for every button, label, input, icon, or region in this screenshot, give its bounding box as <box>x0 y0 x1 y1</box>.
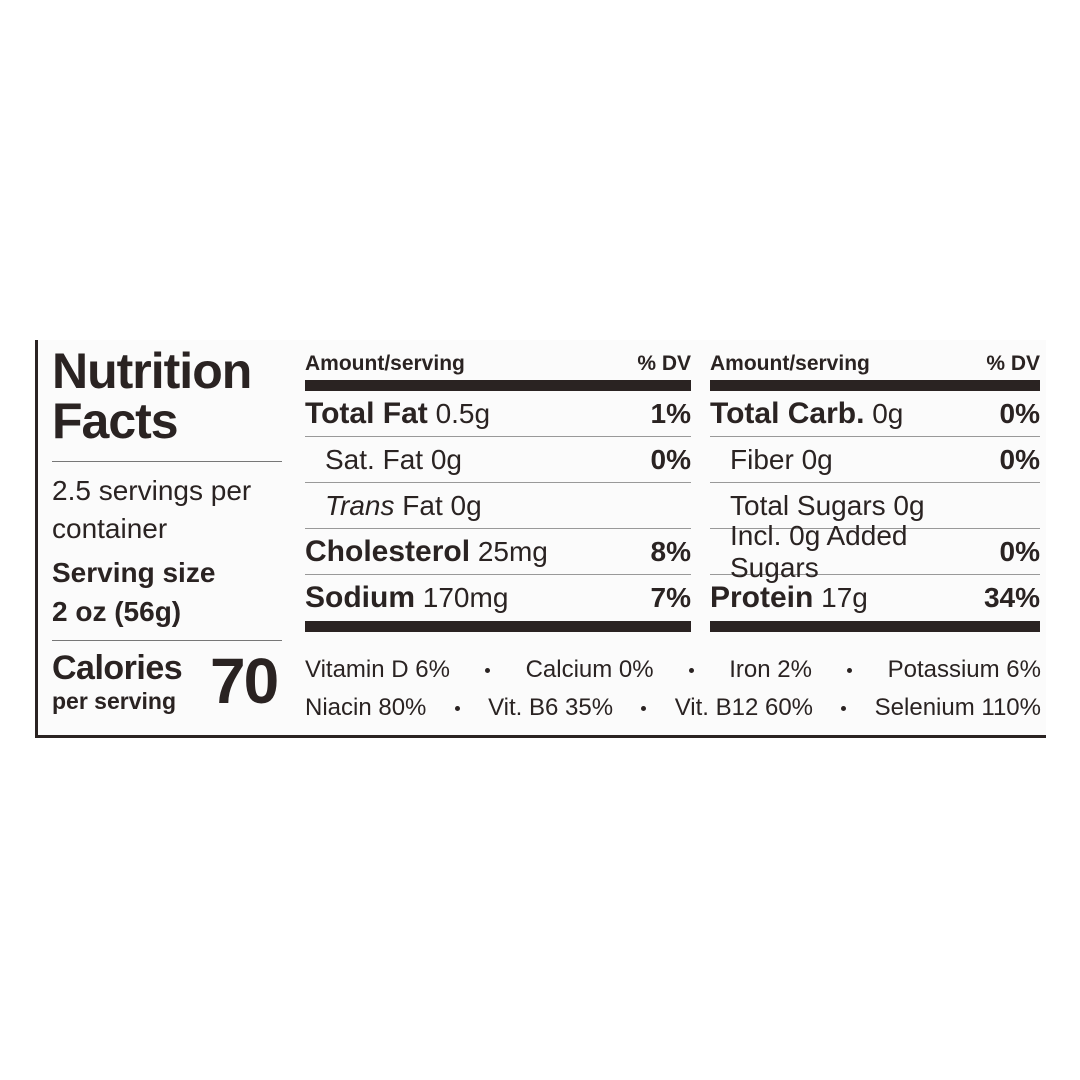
nutrient-dv: 0% <box>999 397 1040 429</box>
separator-dot <box>688 667 694 673</box>
nutrient-row: Sodium 170mg 7% <box>305 575 691 621</box>
nutrient-name: Total Sugars <box>730 489 886 521</box>
header-dv: % DV <box>637 352 691 375</box>
calories-value: 70 <box>210 645 279 717</box>
serving-size: 2 oz (56g) <box>52 596 182 627</box>
nutrient-amount: 0g <box>450 489 482 521</box>
nutrient: Sodium 170mg <box>305 581 508 615</box>
vitamin-line: Niacin 80% Vit. B6 35% Vit. B12 60% Seleniu… <box>305 694 1041 722</box>
separator-dot <box>641 705 647 711</box>
serving-size-label: Serving size <box>52 557 216 588</box>
nutrient-name: Protein <box>710 581 814 614</box>
thick-bar <box>305 380 691 391</box>
rows: Total Carb. 0g 0% Fiber 0g 0% Total Sugars 0… <box>710 391 1040 621</box>
nutrient-amount: 0g <box>872 397 904 429</box>
nutrient-row: Trans Fat 0g <box>305 483 691 529</box>
nutrient: Total Carb. 0g <box>710 397 903 431</box>
vitamin: Vitamin D 6% <box>305 656 450 683</box>
calories-label: Calories <box>52 649 183 687</box>
nutrient: Total Fat 0.5g <box>305 397 490 431</box>
nutrient-dv: 7% <box>650 582 691 613</box>
nutrient-row: Total Carb. 0g 0% <box>710 391 1040 437</box>
rows: Total Fat 0.5g 1% Sat. Fat 0g 0% Trans Fat 0… <box>305 391 691 621</box>
nutrient: Fiber 0g <box>730 444 833 476</box>
column-header: Amount/serving % DV <box>710 348 1040 380</box>
nutrient-dv: 34% <box>983 582 1040 613</box>
vitamin: Vit. B12 60% <box>674 694 814 721</box>
servings: 2.5 servings per container <box>52 475 252 544</box>
nutrient-dv: 8% <box>650 535 691 567</box>
nutrient: Cholesterol 25mg <box>305 535 548 569</box>
nutrient-row: Sat. Fat 0g 0% <box>305 437 691 483</box>
nutrient-row: Total Fat 0.5g 1% <box>305 391 691 437</box>
nutrient-name-italic: Trans <box>325 489 395 521</box>
vitamin: Iron 2% <box>729 656 812 683</box>
nutrient-name: Sat. Fat <box>325 443 424 475</box>
column-header: Amount/serving % DV <box>305 348 691 380</box>
thick-bar <box>305 621 691 632</box>
nutrient-name: Fiber <box>730 443 794 475</box>
nutrient: Trans Fat 0g <box>325 490 482 522</box>
nutrient-row: Cholesterol 25mg 8% <box>305 529 691 575</box>
nutrient: Protein 17g <box>710 581 868 615</box>
nutrient-row: Incl. 0g Added Sugars 0% <box>710 520 1040 583</box>
vitamin: Selenium 110% <box>874 694 1041 721</box>
nutrient: Incl. 0g Added Sugars <box>730 520 1000 584</box>
nutrient: Total Sugars 0g <box>730 490 925 522</box>
nutrient: Sat. Fat 0g <box>325 444 462 476</box>
nutrient-row: Protein 17g 34% <box>710 575 1040 621</box>
separator-dot <box>841 705 847 711</box>
rule <box>52 461 282 462</box>
vitamin: Calcium 0% <box>525 656 654 683</box>
header-amount: Amount/serving <box>710 352 870 375</box>
separator-dot <box>485 667 491 673</box>
nutrient-name: Sodium <box>305 581 415 614</box>
rule <box>52 640 282 641</box>
nutrient-amount: 0g <box>430 443 462 475</box>
nutrient-name: Total Carb. <box>710 396 865 430</box>
nutrient-name: Incl. 0g Added Sugars <box>730 519 908 583</box>
nutrient-dv: 0% <box>650 443 691 475</box>
thick-bar <box>710 380 1040 391</box>
nutrient-amount: 170mg <box>422 582 509 613</box>
nutrient-name: Cholesterol <box>305 534 471 568</box>
nutrient-amount: 0.5g <box>435 397 491 429</box>
calories-sub: per serving <box>52 688 176 714</box>
nutrient-amount: 25mg <box>477 535 548 567</box>
nutrient-dv: 0% <box>999 443 1040 475</box>
vitamin: Niacin 80% <box>305 694 427 721</box>
vitamin-line: Vitamin D 6% Calcium 0% Iron 2% Potassium 6… <box>305 656 1041 684</box>
nutrient-amount: 0g <box>801 443 833 475</box>
nutrition-label: Nutrition Facts 2.5 servings per contain… <box>35 340 1046 738</box>
nutrient-dv: 0% <box>999 535 1040 567</box>
nutrient-row: Total Sugars 0g <box>710 483 1040 529</box>
nutrient-amount: 0g <box>893 489 925 521</box>
nutrient-amount: 17g <box>821 582 868 613</box>
vitamin: Vit. B6 35% <box>488 694 614 721</box>
column: Amount/serving % DV Total Fat 0.5g 1% Sat. F… <box>305 348 691 632</box>
nutrient-row: Fiber 0g 0% <box>710 437 1040 483</box>
header-dv: % DV <box>986 352 1040 375</box>
title: Nutrition Facts <box>52 343 252 449</box>
separator-dot <box>847 667 853 673</box>
thick-bar <box>710 621 1040 632</box>
nutrient-name: Fat <box>402 489 443 521</box>
column: Amount/serving% DV Total Carb. 0g 0% Fiber … <box>710 348 1040 632</box>
nutrient-dv: 1% <box>650 397 691 429</box>
separator-dot <box>454 705 460 711</box>
header-amount: Amount/serving <box>305 352 465 375</box>
vitamin: Potassium 6% <box>887 656 1041 683</box>
nutrient-name: Total Fat <box>305 396 428 430</box>
